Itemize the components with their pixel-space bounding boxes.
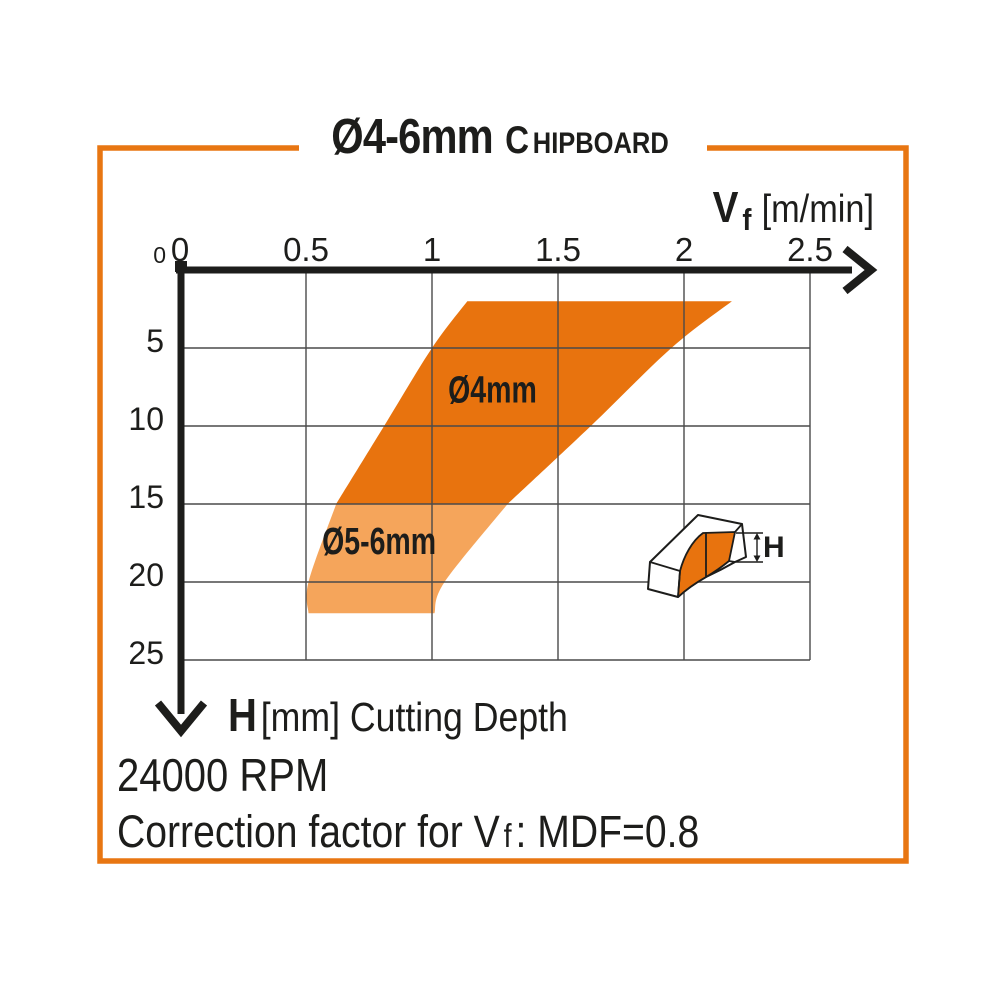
workpiece-edges (649, 523, 743, 598)
band-labels: Ø4mm Ø5-6mm (322, 370, 537, 563)
x-axis-unit: [m/min] (762, 187, 874, 231)
svg-text:V f [m/min]: V f [m/min] (713, 182, 874, 238)
svg-text:Correction factor for V: Correction factor for V f : MDF=0.8 (117, 806, 699, 856)
y-tick-label: 15 (128, 479, 164, 515)
correction-note: Correction factor for V f : MDF=0.8 (117, 806, 699, 856)
y-axis-caption-symbol: H (228, 690, 257, 741)
rpm-note: 24000 RPM (117, 750, 328, 801)
band-Ø5-6mm (306, 504, 508, 614)
gridlines (180, 270, 811, 661)
correction-sub: f (504, 817, 512, 854)
svg-text:H [mm] Cutting Depth: H [mm] Cutting Depth (228, 690, 568, 741)
x-tick-label: 0 (171, 231, 189, 268)
y-tick-label: 20 (128, 557, 164, 593)
svg-text:Ø4-6mm C HIPBOARD: Ø4-6mm C HIPBOARD (331, 109, 668, 164)
y-tick-label: 5 (146, 323, 164, 359)
y-tick-label: 10 (128, 401, 164, 437)
panel-border (97, 145, 909, 864)
svg-text:Ø5-6mm: Ø5-6mm (322, 521, 436, 563)
x-axis-label: V f [m/min] (713, 182, 874, 238)
x-tick-label: 1 (423, 231, 441, 268)
band-Ø4mm (336, 301, 732, 504)
h-dimension-arrow-icon (753, 533, 761, 562)
page-title: Ø4-6mm C HIPBOARD (331, 109, 668, 164)
title-material-initial: C (505, 117, 529, 161)
correction-prefix: Correction factor for V (117, 806, 500, 856)
operating-window-bands (306, 301, 732, 614)
x-tick-label: 2.5 (787, 231, 833, 268)
band-label: Ø5-6mm (322, 521, 436, 563)
y-origin-label: 0 (153, 242, 166, 268)
x-tick-label: 0.5 (283, 231, 329, 268)
y-tick-label: 25 (128, 635, 164, 671)
x-axis-symbol-sub: f (742, 203, 751, 237)
svg-text:Ø4mm: Ø4mm (448, 370, 537, 412)
h-dimension-lines (736, 532, 763, 563)
h-dimension-label: H (763, 531, 785, 564)
correction-suffix: : MDF=0.8 (515, 806, 699, 856)
y-tick-labels: 5 10 15 20 25 (128, 323, 164, 671)
band-label: Ø4mm (448, 370, 537, 412)
title-size-range: Ø4-6mm (331, 109, 493, 164)
title-material-rest: HIPBOARD (533, 126, 669, 159)
x-tick-label: 2 (675, 231, 693, 268)
workpiece-icon: H (647, 514, 785, 598)
x-tick-labels: 0 0.5 1 1.5 2 2.5 (171, 231, 833, 268)
y-axis-arrow-icon (154, 700, 208, 738)
axes (154, 245, 878, 738)
x-tick-label: 1.5 (535, 231, 581, 268)
x-axis-arrow-icon (842, 245, 878, 295)
x-axis-symbol: V (713, 182, 739, 232)
origin-tick (175, 261, 187, 272)
y-axis-caption: H [mm] Cutting Depth (228, 690, 568, 741)
y-axis-caption-text: [mm] Cutting Depth (261, 695, 568, 741)
svg-text:24000 RPM: 24000 RPM (117, 750, 328, 801)
